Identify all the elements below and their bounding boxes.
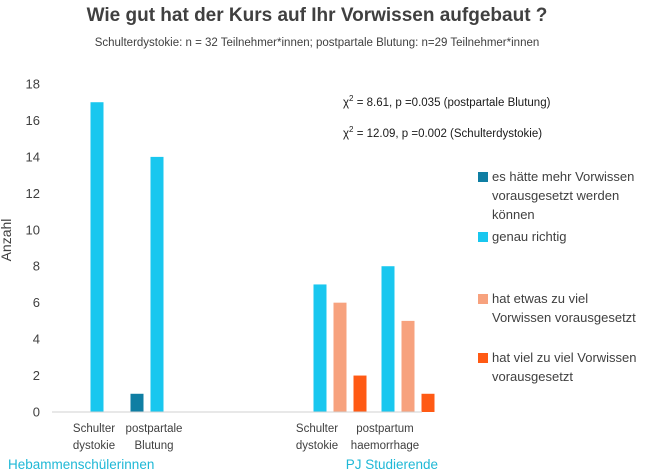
group-label: PJ Studierende <box>346 457 438 472</box>
y-tick-label: 6 <box>33 295 40 310</box>
category-label: dystokie <box>73 440 115 452</box>
legend-entry: genau richtig <box>492 229 566 244</box>
legend-swatch <box>478 353 488 363</box>
chart-title: Wie gut hat der Kurs auf Ihr Vorwissen a… <box>87 5 548 26</box>
legend: es hätte mehr Vorwissen vorausgesetzt wer… <box>478 169 637 384</box>
bars <box>90 102 435 412</box>
bar <box>333 302 347 412</box>
category-label: postpartale <box>126 423 183 435</box>
bar <box>381 266 395 412</box>
bar <box>353 375 367 412</box>
y-tick-label: 2 <box>33 368 40 383</box>
bar <box>130 393 144 412</box>
category-label: Blutung <box>134 440 173 452</box>
legend-entry: es hätte mehr Vorwissen vorausgesetzt wer… <box>492 169 634 222</box>
category-label: dystokie <box>296 440 338 452</box>
bar <box>313 284 327 412</box>
category-label: Schulter <box>296 423 338 435</box>
bar <box>90 102 104 412</box>
y-tick-label: 18 <box>26 77 40 92</box>
y-tick-label: 10 <box>26 222 40 237</box>
legend-entry: hat viel zu viel Vorwissen vorausgesetzt <box>492 350 637 384</box>
chi-square-annotation: χ2 = 12.09, p =0.002 (Schulterdystokie) <box>343 125 542 140</box>
legend-swatch <box>478 172 488 182</box>
chart-subtitle: Schulterdystokie: n = 32 Teilnehmer*inne… <box>95 37 540 49</box>
bar <box>150 156 164 412</box>
group-label: Hebammenschülerinnen <box>8 457 154 472</box>
legend-swatch <box>478 232 488 242</box>
y-tick-label: 0 <box>33 405 40 420</box>
y-axis-label: Anzahl <box>0 219 14 262</box>
chi-square-annotation: χ2 = 8.61, p =0.035 (postpartale Blutung… <box>343 94 551 109</box>
annotations: χ2 = 8.61, p =0.035 (postpartale Blutung… <box>343 94 551 140</box>
category-label: haemorrhage <box>351 440 419 452</box>
bar <box>421 393 435 412</box>
group-labels: Hebammenschülerinnen PJ Studierende <box>8 457 438 472</box>
y-axis-ticks: 0 2 4 6 8 10 12 14 16 18 <box>26 77 40 420</box>
y-tick-label: 16 <box>26 113 40 128</box>
y-tick-label: 14 <box>26 149 40 164</box>
category-labels: Schulter dystokie postpartale Blutung Schult… <box>73 423 419 452</box>
y-tick-label: 12 <box>26 186 40 201</box>
category-label: postpartum <box>356 423 414 435</box>
category-label: Schulter <box>73 423 115 435</box>
y-tick-label: 8 <box>33 259 40 274</box>
bar <box>401 320 415 412</box>
legend-swatch <box>478 294 488 304</box>
y-tick-label: 4 <box>33 332 40 347</box>
legend-entry: hat etwas zu viel Vorwissen vorausgesetzt <box>492 291 636 325</box>
